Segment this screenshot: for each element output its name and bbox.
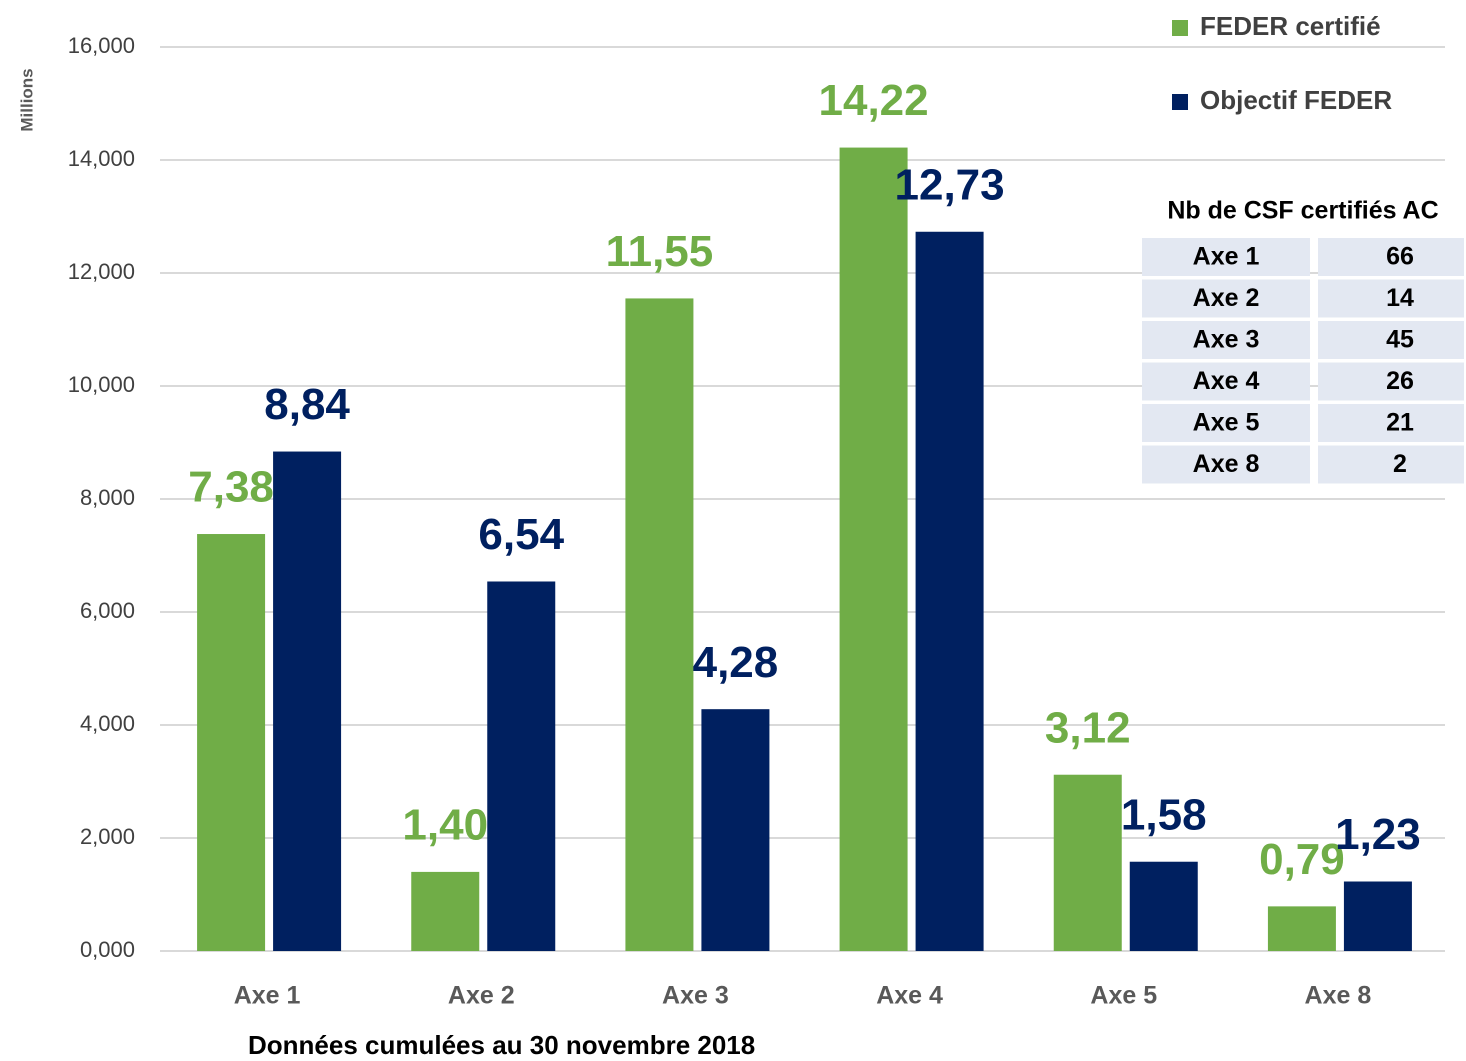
table-text: 26 xyxy=(1386,367,1414,395)
bar xyxy=(839,147,908,951)
table-text: 45 xyxy=(1386,326,1414,354)
data-label: 12,73 xyxy=(895,160,1005,209)
y-tick-label: 8,000 xyxy=(80,485,135,510)
table-cell xyxy=(1142,362,1310,401)
x-tick-label: Axe 8 xyxy=(1305,982,1372,1010)
table-title: Nb de CSF certifiés AC xyxy=(1167,197,1438,225)
table-cell xyxy=(1142,404,1310,442)
data-label: 7,38 xyxy=(188,463,274,512)
y-tick-label: 0,000 xyxy=(80,937,135,962)
table-cell xyxy=(1142,238,1310,276)
table-cell xyxy=(1318,404,1464,442)
table-cell xyxy=(1318,238,1464,276)
y-tick-label: 6,000 xyxy=(80,598,135,623)
data-label: 3,12 xyxy=(1045,703,1131,752)
bar xyxy=(915,231,984,951)
x-axis-label: Données cumulées au 30 novembre 2018 xyxy=(248,1030,755,1060)
table-text: Axe 1 xyxy=(1193,243,1260,271)
bar xyxy=(1267,906,1336,951)
x-tick-label: Axe 5 xyxy=(1090,982,1157,1010)
y-tick-label: 4,000 xyxy=(80,711,135,736)
table-cell xyxy=(1142,445,1310,484)
table-text: 66 xyxy=(1386,243,1414,271)
table-text: 14 xyxy=(1386,284,1414,312)
bar xyxy=(1053,774,1122,951)
x-tick-label: Axe 3 xyxy=(662,982,729,1010)
table-cell xyxy=(1142,279,1310,318)
table-text: Axe 3 xyxy=(1193,326,1260,354)
data-label: 4,28 xyxy=(693,638,779,687)
data-label: 6,54 xyxy=(478,510,564,559)
y-tick-label: 10,000 xyxy=(68,372,135,397)
bar xyxy=(625,298,694,951)
data-label: 11,55 xyxy=(606,227,714,276)
y-tick-label: 16,000 xyxy=(68,33,135,58)
table-text: Axe 2 xyxy=(1193,284,1260,312)
table-cell xyxy=(1142,321,1310,359)
table-cell xyxy=(1318,362,1464,401)
data-label: 14,22 xyxy=(819,76,929,125)
table-text: Axe 8 xyxy=(1193,450,1260,478)
bar xyxy=(197,534,266,951)
x-tick-label: Axe 2 xyxy=(448,982,515,1010)
bar xyxy=(1129,861,1198,951)
legend-label: Objectif FEDER xyxy=(1200,85,1392,115)
table-text: Axe 5 xyxy=(1193,409,1260,437)
legend-swatch xyxy=(1172,94,1188,110)
data-label: 1,58 xyxy=(1121,790,1207,839)
table-cell xyxy=(1318,279,1464,318)
bar xyxy=(487,581,556,951)
y-tick-label: 12,000 xyxy=(68,259,135,284)
bar xyxy=(411,871,480,951)
table-text: Axe 4 xyxy=(1193,367,1260,395)
data-label: 8,84 xyxy=(264,380,350,429)
bar xyxy=(1343,881,1412,951)
data-label: 1,23 xyxy=(1335,810,1421,859)
legend-swatch xyxy=(1172,20,1188,36)
y-axis-label: Millions xyxy=(17,68,36,131)
x-tick-label: Axe 1 xyxy=(234,982,301,1010)
table-cell xyxy=(1318,321,1464,359)
data-label: 1,40 xyxy=(402,801,488,850)
data-label: 0,79 xyxy=(1259,835,1345,884)
table-cell xyxy=(1318,445,1464,484)
x-tick-label: Axe 4 xyxy=(876,982,943,1010)
table-text: 21 xyxy=(1386,409,1414,437)
bar xyxy=(273,451,342,951)
y-tick-label: 2,000 xyxy=(80,824,135,849)
legend-label: FEDER certifié xyxy=(1200,11,1381,41)
table-text: 2 xyxy=(1393,450,1407,478)
bar xyxy=(701,709,770,951)
y-tick-label: 14,000 xyxy=(68,146,135,171)
